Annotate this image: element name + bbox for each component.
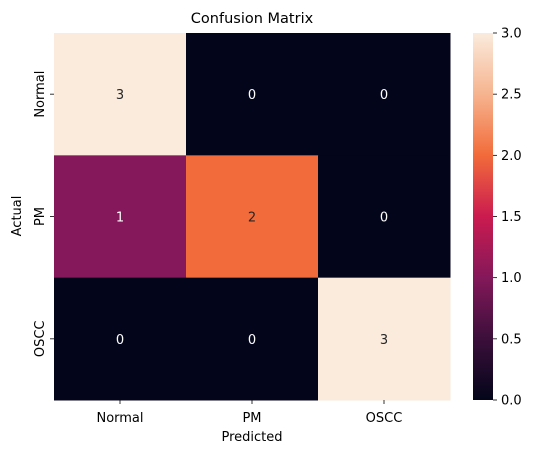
colorbar-tick-label: 1.5 (501, 210, 522, 225)
cell-value-label: 0 (380, 211, 388, 226)
y-tick-label: PM (33, 207, 48, 226)
colorbar-tick-label: 1.0 (501, 271, 522, 286)
cell-value-label: 0 (380, 88, 388, 103)
x-tick-label: Normal (96, 411, 143, 426)
colorbar-tick-label: 2.0 (501, 149, 522, 164)
x-axis-label: Predicted (221, 430, 282, 445)
cell-value-label: 0 (116, 333, 124, 348)
cell-value-label: 2 (248, 211, 256, 226)
colorbar-tick-label: 0.5 (501, 332, 522, 347)
colorbar-tick-label: 2.5 (501, 88, 522, 103)
cell-value-label: 0 (248, 333, 256, 348)
colorbar-tick-label: 3.0 (501, 27, 522, 42)
x-tick-label: OSCC (366, 411, 403, 426)
cell-value-label: 3 (116, 88, 124, 103)
y-tick-label: Normal (33, 71, 48, 118)
colorbar-tick-label: 0.0 (501, 394, 522, 409)
chart-title: Confusion Matrix (191, 11, 314, 27)
colorbar-ticks: 0.0 0.5 1.0 1.5 2.0 2.5 3.0 (493, 27, 522, 409)
x-tick-label: PM (242, 411, 261, 426)
y-axis-ticks: Normal PM OSCC (33, 71, 54, 358)
y-tick-label: OSCC (33, 321, 48, 358)
colorbar (473, 33, 493, 400)
x-axis-ticks: Normal PM OSCC (96, 400, 402, 426)
heatmap-cells: 3 0 0 1 2 0 0 0 3 (54, 33, 451, 401)
cell-value-label: 1 (116, 211, 124, 226)
y-axis-label: Actual (10, 196, 25, 237)
cell-value-label: 0 (248, 88, 256, 103)
cell-value-label: 3 (380, 333, 388, 348)
